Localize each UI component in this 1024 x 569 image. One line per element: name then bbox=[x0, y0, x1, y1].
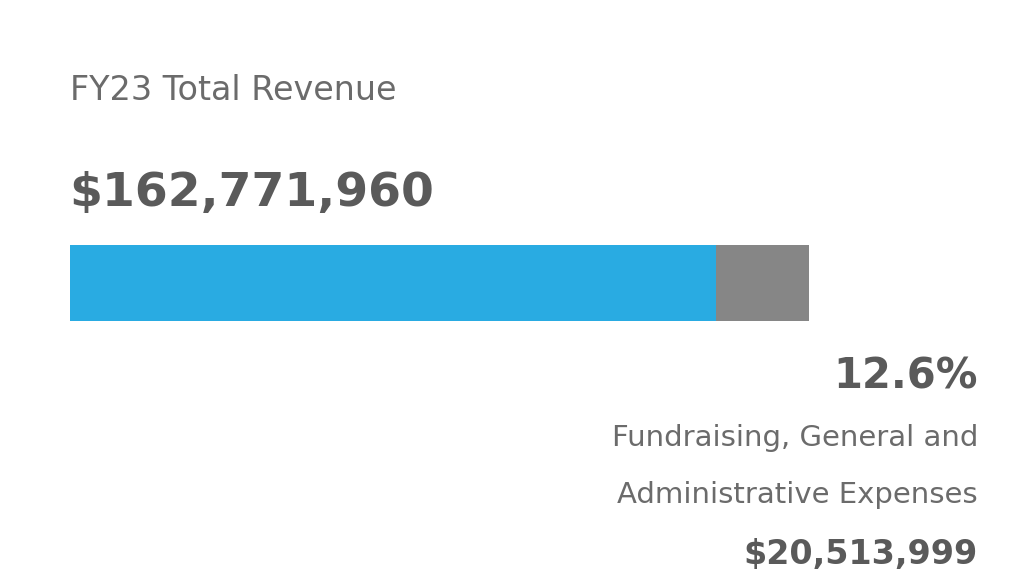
Text: FY23 Total Revenue: FY23 Total Revenue bbox=[70, 74, 396, 107]
Bar bbox=[70, 245, 716, 321]
Text: Administrative Expenses: Administrative Expenses bbox=[617, 481, 978, 509]
Text: 12.6%: 12.6% bbox=[834, 356, 978, 398]
Text: $20,513,999: $20,513,999 bbox=[743, 538, 978, 569]
Text: Fundraising, General and: Fundraising, General and bbox=[611, 424, 978, 452]
Bar bbox=[716, 245, 809, 321]
Text: $162,771,960: $162,771,960 bbox=[70, 171, 434, 216]
